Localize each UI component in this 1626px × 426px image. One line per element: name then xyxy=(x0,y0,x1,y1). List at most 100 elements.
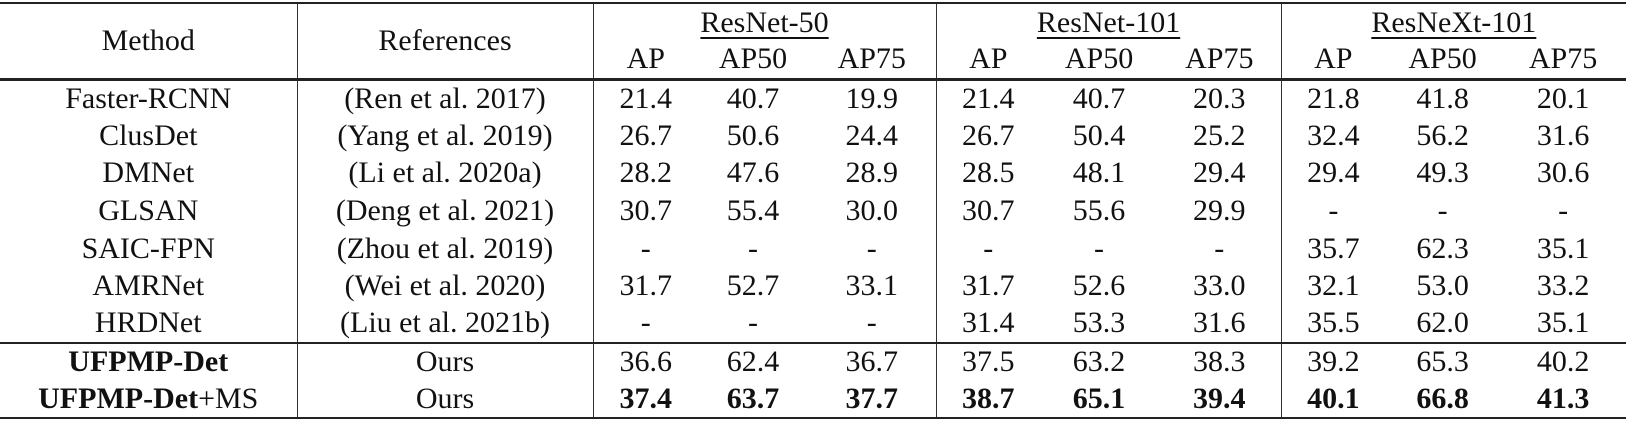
value-cell: - xyxy=(592,305,698,343)
group-label: ResNet-101 xyxy=(1036,5,1181,39)
value-cell: - xyxy=(748,306,758,340)
value-cell: 41.8 xyxy=(1416,81,1469,115)
value-cell: - xyxy=(592,229,698,268)
reference-cell: (Zhou et al. 2019) xyxy=(296,229,593,268)
value-cell: 26.7 xyxy=(935,116,1041,155)
value-cell: 40.1 xyxy=(1280,380,1386,420)
value-cell: 32.1 xyxy=(1280,267,1386,306)
reference-cell: (Yang et al. 2019) xyxy=(296,116,593,155)
value-cell: 47.6 xyxy=(726,156,780,190)
value-cell: 31.7 xyxy=(592,267,698,306)
value-cell: - xyxy=(1280,192,1386,230)
table-row: DMNet (Li et al. 2020a) 28.2 47.6 28.9 28.5 48… xyxy=(0,154,1626,193)
header-metric: AP xyxy=(935,41,1041,81)
table-row: UFPMP-Det+MS Ours 37.4 63.7 37.7 38.7 65.1 39.4… xyxy=(0,380,1626,420)
table-row: Faster-RCNN (Ren et al. 2017) 21.4 40.7 19.9… xyxy=(0,79,1626,117)
value-cell: 30.6 xyxy=(1536,156,1590,190)
value-cell: 50.4 xyxy=(1072,118,1126,152)
method-name: ClusDet xyxy=(99,118,198,152)
value-cell: - xyxy=(1558,193,1569,227)
value-cell: 31.6 xyxy=(1536,118,1590,152)
value-cell: 35.7 xyxy=(1280,229,1386,268)
reference-cell: (Wei et al. 2020) xyxy=(296,267,593,306)
value-cell: 40.7 xyxy=(1072,81,1126,115)
value-cell: 65.1 xyxy=(1040,380,1159,420)
table-row: ClusDet (Yang et al. 2019) 26.7 50.6 24.4 26.… xyxy=(0,116,1626,155)
reference-cell: (Ren et al. 2017) xyxy=(296,79,593,117)
group-label: ResNeXt-101 xyxy=(1371,5,1537,39)
header-metric: AP xyxy=(592,41,698,81)
method-cell: DMNet xyxy=(0,154,297,192)
value-cell: 52.7 xyxy=(726,269,780,303)
value-cell: - xyxy=(1094,231,1105,265)
value-cell: 31.7 xyxy=(935,267,1041,306)
value-cell: 53.3 xyxy=(1072,306,1126,340)
header-metric: AP50 xyxy=(698,41,808,81)
value-cell: - xyxy=(866,231,877,265)
method-suffix: +MS xyxy=(198,381,259,415)
value-cell: - xyxy=(935,229,1041,268)
value-cell: 35.1 xyxy=(1536,231,1590,265)
value-cell: 21.4 xyxy=(592,79,698,117)
value-cell: 31.4 xyxy=(935,305,1041,343)
value-cell: 30.7 xyxy=(592,192,698,230)
value-cell: 50.6 xyxy=(726,118,780,152)
value-cell: 31.6 xyxy=(1193,306,1246,340)
value-cell: - xyxy=(1437,193,1448,227)
value-cell: 52.6 xyxy=(1072,269,1126,303)
value-cell: 62.3 xyxy=(1416,231,1469,265)
value-cell: 37.4 xyxy=(592,380,698,420)
value-cell: 33.2 xyxy=(1536,269,1590,303)
group-label: ResNet-50 xyxy=(700,5,829,39)
value-cell: 35.1 xyxy=(1536,306,1590,340)
method-cell: UFPMP-Det xyxy=(0,341,297,381)
value-cell: 39.4 xyxy=(1158,380,1282,420)
table-row: UFPMP-Det Ours 36.6 62.4 36.7 37.5 63.2 38.3 39.… xyxy=(0,341,1626,381)
method-name: AMRNet xyxy=(92,269,205,303)
value-cell: 62.4 xyxy=(698,341,808,381)
table-row: AMRNet (Wei et al. 2020) 31.7 52.7 33.1 31.7 5… xyxy=(0,267,1626,306)
reference-cell: (Deng et al. 2021) xyxy=(296,192,593,230)
value-cell: 26.7 xyxy=(592,116,698,155)
header-method: Method xyxy=(0,3,297,81)
value-cell: 40.2 xyxy=(1500,341,1626,381)
value-cell: 21.4 xyxy=(935,79,1041,117)
header-metric: AP75 xyxy=(808,41,937,81)
reference-cell: (Li et al. 2020a) xyxy=(296,154,593,193)
method-name: GLSAN xyxy=(98,193,199,227)
value-cell: 63.2 xyxy=(1040,341,1159,381)
value-cell: 38.3 xyxy=(1158,341,1282,381)
method-name: UFPMP-Det xyxy=(38,381,199,415)
value-cell: 55.6 xyxy=(1072,193,1126,227)
method-cell: SAIC-FPN xyxy=(0,230,297,268)
table-row: HRDNet (Liu et al. 2021b) - - -31.4 53.3 31.6 3… xyxy=(0,305,1626,343)
method-cell: GLSAN xyxy=(0,192,297,230)
value-cell: 25.2 xyxy=(1193,118,1246,152)
value-cell: 53.0 xyxy=(1416,269,1469,303)
value-cell: 19.9 xyxy=(845,81,899,115)
value-cell: 29.9 xyxy=(1193,193,1246,227)
value-cell: - xyxy=(748,231,758,265)
header-group-resnext101: ResNeXt-101 xyxy=(1280,3,1626,41)
method-name: SAIC-FPN xyxy=(81,231,215,265)
method-cell: UFPMP-Det+MS xyxy=(0,380,297,420)
value-cell: 21.8 xyxy=(1280,79,1386,117)
value-cell: 63.7 xyxy=(698,380,808,420)
value-cell: 56.2 xyxy=(1416,118,1469,152)
value-cell: 66.8 xyxy=(1385,380,1501,420)
method-cell: Faster-RCNN xyxy=(0,79,297,117)
value-cell: 28.5 xyxy=(935,154,1041,193)
header-metric: AP xyxy=(1280,41,1386,81)
value-cell: 37.7 xyxy=(808,380,937,420)
value-cell: 62.0 xyxy=(1416,306,1469,340)
method-cell: AMRNet xyxy=(0,267,297,305)
value-cell: - xyxy=(1214,231,1225,265)
reference-cell: Ours xyxy=(296,341,593,381)
header-metric: AP75 xyxy=(1500,41,1626,81)
header-row-metrics: AP AP50 AP75 AP AP50 AP75 AP AP50 AP75 xyxy=(0,41,1626,81)
value-cell: 40.7 xyxy=(726,81,780,115)
value-cell: 20.3 xyxy=(1193,81,1246,115)
value-cell: 37.5 xyxy=(935,341,1041,381)
header-metric: AP75 xyxy=(1158,41,1282,81)
